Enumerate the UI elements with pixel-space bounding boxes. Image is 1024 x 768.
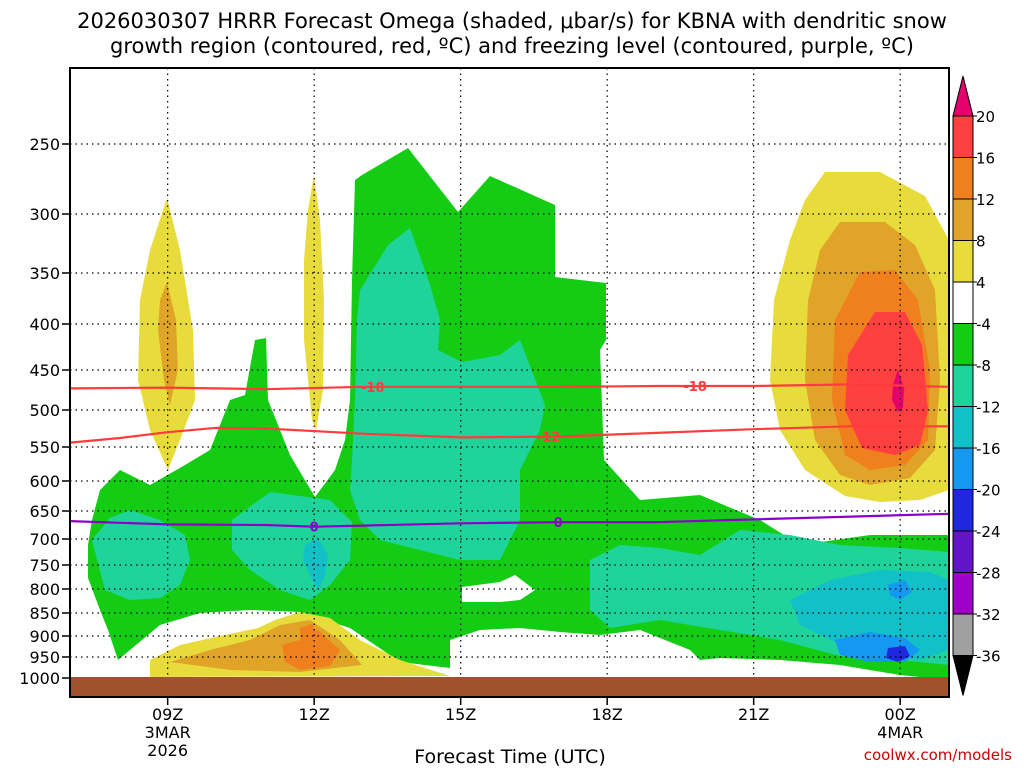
isotherm-label: 0	[554, 516, 563, 531]
x-tick-date: 4MAR	[877, 723, 923, 742]
colorbar-label: -28	[976, 565, 1001, 583]
colorbar-label: -4	[976, 316, 991, 334]
colorbar-label: 16	[976, 150, 995, 168]
colorbar-swatch-max	[952, 75, 974, 117]
omega-region-minus12-west	[92, 510, 190, 600]
omega-region-plus12-low	[282, 630, 340, 670]
y-tick-label: 650	[29, 502, 60, 521]
isotherm-line-minus12	[70, 425, 949, 444]
colorbar-label: -20	[976, 482, 1001, 500]
colorbar-label: 4	[976, 274, 986, 292]
omega-region-weak-15z	[462, 575, 535, 602]
omega-region-minus24-00z	[886, 646, 910, 662]
y-tick-label: 800	[29, 580, 60, 599]
colorbar-swatch	[952, 281, 974, 324]
plot-frame	[69, 67, 950, 698]
colorbar-label: -8	[976, 357, 991, 375]
x-tick-date: 3MAR	[145, 723, 191, 742]
colorbar-swatch	[952, 530, 974, 573]
credit-text: coolwx.com/models	[864, 746, 1012, 764]
isotherm-label: -18	[683, 380, 707, 395]
y-tick-label: 900	[29, 627, 60, 646]
colorbar-label: 12	[976, 191, 995, 209]
colorbar-label: 8	[976, 233, 986, 251]
y-tick-label: 500	[29, 401, 60, 420]
omega-region-minus16-12z	[303, 538, 328, 590]
y-tick-label: 750	[29, 556, 60, 575]
colorbar-swatch	[952, 323, 974, 366]
grid-lines	[70, 68, 949, 697]
colorbar-swatch	[952, 115, 974, 158]
x-tick-label: 21Z	[738, 705, 769, 724]
colorbar-swatch	[952, 447, 974, 490]
y-tick-label: 950	[29, 648, 60, 667]
colorbar-label: -16	[976, 440, 1001, 458]
colorbar-label: -36	[976, 648, 1001, 666]
y-tick-label: 600	[29, 472, 60, 491]
chart-title-line2: growth region (contoured, red, ºC) and f…	[110, 34, 914, 58]
isotherm-label: -12	[537, 431, 561, 446]
isotherm-line-0	[70, 512, 949, 528]
isotherm-line-minus18	[70, 383, 949, 391]
y-tick-label: 550	[29, 438, 60, 457]
omega-shading	[88, 148, 949, 680]
x-tick-label: 12Z	[299, 705, 330, 724]
omega-region-minus20-800	[888, 580, 912, 600]
isotherm-contours: -18 -18 -12 0 0	[70, 380, 949, 536]
y-tick-label: 850	[29, 604, 60, 623]
y-tick-label: 400	[29, 315, 60, 334]
y-tick-label: 1000	[19, 669, 60, 688]
colorbar-swatch	[952, 572, 974, 615]
omega-region-plus20-00z	[892, 370, 904, 412]
colorbar-swatch	[952, 198, 974, 241]
y-tick-label: 350	[29, 264, 60, 283]
colorbar-swatch	[952, 364, 974, 407]
y-tick-label: 300	[29, 205, 60, 224]
chart-title-line1: 2026030307 HRRR Forecast Omega (shaded, …	[77, 9, 947, 33]
colorbar: 20 16 12 8 4 -4 -8 -12 -16 -20 -24 -28 -32 -36	[952, 75, 1001, 696]
colorbar-swatch	[952, 157, 974, 200]
ground-surface	[70, 677, 949, 697]
isotherm-label: 0	[310, 521, 319, 536]
colorbar-label: 20	[976, 108, 995, 126]
colorbar-label: -32	[976, 606, 1001, 624]
colorbar-swatch	[952, 406, 974, 449]
colorbar-label: -24	[976, 523, 1001, 541]
omega-region-plus16-00z	[845, 312, 928, 455]
isotherm-label: -18	[361, 381, 385, 396]
y-tick-label: 450	[29, 361, 60, 380]
omega-region-plus16-low	[300, 624, 320, 650]
colorbar-label: -12	[976, 399, 1001, 417]
colorbar-swatch	[952, 240, 974, 283]
y-tick-label: 250	[29, 135, 60, 154]
colorbar-swatch	[952, 489, 974, 532]
y-axis-ticks: 250 300 350 400 450 500 550 600 650 700 750 800 850 9…	[19, 135, 70, 688]
x-tick-label: 00Z	[885, 705, 916, 724]
x-tick-label: 18Z	[592, 705, 623, 724]
x-axis-label: Forecast Time (UTC)	[414, 746, 605, 768]
x-tick-year: 2026	[147, 741, 188, 760]
omega-region-plus4-12z	[304, 175, 324, 430]
x-tick-label: 09Z	[152, 705, 183, 724]
x-tick-label: 15Z	[445, 705, 476, 724]
colorbar-swatch-min	[952, 655, 974, 696]
omega-region-minus12-upper	[350, 228, 545, 560]
colorbar-swatch	[952, 613, 974, 656]
y-tick-label: 700	[29, 530, 60, 549]
